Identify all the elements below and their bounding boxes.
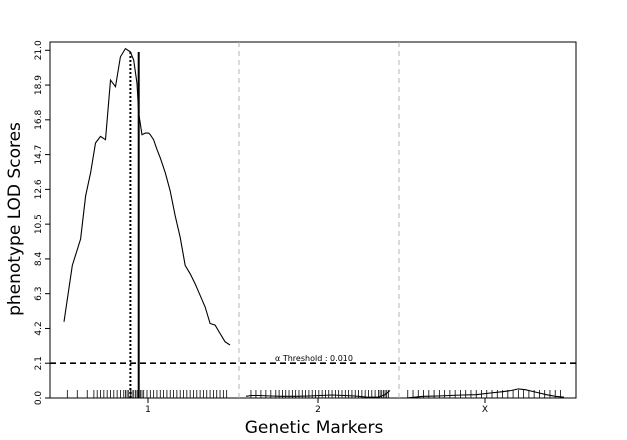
y-axis-title: phenotype LOD Scores [5, 122, 25, 316]
x-tick-label: 1 [145, 405, 151, 415]
y-tick-label: 12.6 [34, 179, 44, 199]
y-tick-label: 18.9 [34, 75, 44, 95]
x-tick-label: 2 [315, 405, 321, 415]
lod-curve-chr-2 [245, 390, 391, 398]
y-tick-label: 6.3 [34, 287, 44, 301]
y-tick-label: 10.5 [34, 214, 44, 234]
y-tick-label: 21.0 [34, 40, 44, 60]
x-axis-title: Genetic Markers [245, 418, 384, 438]
plot-frame [49, 41, 577, 399]
y-tick-label: 0.0 [34, 391, 44, 406]
y-tick-label: 2.1 [34, 356, 44, 370]
y-tick-label: 4.2 [34, 321, 44, 335]
lod-curve-chr-1 [63, 47, 231, 346]
y-tick-label: 14.7 [34, 145, 44, 165]
lod-curve-chr-X [405, 388, 565, 399]
x-tick-label: X [482, 405, 488, 415]
threshold-label: α Threshold : 0.010 [275, 354, 353, 363]
y-tick-label: 16.8 [34, 110, 44, 130]
y-tick-label: 8.4 [34, 251, 44, 266]
